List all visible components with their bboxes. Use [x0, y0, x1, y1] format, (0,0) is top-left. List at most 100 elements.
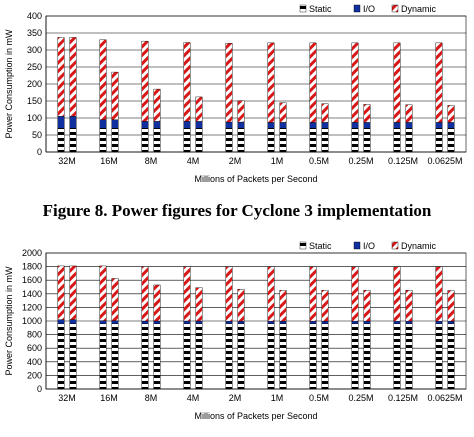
y-tick-label: 1400 [22, 289, 42, 299]
y-tick-label: 600 [27, 343, 42, 353]
bar-segment-io [393, 122, 401, 129]
bar-segment-static [57, 323, 65, 390]
bar-segment-dynamic [435, 266, 443, 322]
bar-segment-static [309, 323, 317, 390]
bar-segment-dynamic [309, 266, 317, 322]
bar-segment-io [183, 320, 191, 324]
legend-swatch-io [353, 4, 361, 13]
bar-segment-static [153, 127, 161, 153]
bar-segment-dynamic [267, 42, 275, 123]
bar-segment-io [153, 121, 161, 129]
bar-segment-io [225, 320, 233, 324]
bar-segment-static [111, 127, 119, 153]
bar-segment-io [405, 122, 413, 129]
bar-segment-static [111, 323, 119, 390]
x-tick-label: 0.5M [309, 156, 329, 166]
bar-segment-dynamic [393, 42, 401, 123]
bar-segment-dynamic [321, 103, 329, 123]
legend-label-static: Static [309, 4, 332, 14]
bar-segment-dynamic [237, 288, 245, 322]
bar-segment-dynamic [237, 100, 245, 123]
bar-segment-static [183, 323, 191, 390]
bar-segment-dynamic [351, 266, 359, 322]
bar-segment-static [363, 127, 371, 153]
x-axis-label: Millions of Packets per Second [194, 174, 317, 184]
x-tick-label: 8M [145, 393, 158, 403]
bar-segment-dynamic [69, 265, 77, 320]
x-tick-label: 2M [229, 393, 242, 403]
bar-segment-io [267, 122, 275, 129]
x-tick-label: 16M [100, 156, 118, 166]
x-tick-label: 0.25M [348, 393, 373, 403]
legend-label-static: Static [309, 241, 332, 251]
bar-segment-dynamic [153, 88, 161, 122]
legend-swatch-io [353, 241, 361, 250]
bar-segment-dynamic [447, 105, 455, 123]
bar-segment-static [351, 323, 359, 390]
bar-segment-static [405, 323, 413, 390]
bar-segment-io [237, 320, 245, 324]
bar-segment-io [363, 122, 371, 129]
bar-segment-io [99, 119, 107, 129]
bar-segment-io [111, 320, 119, 324]
bar-segment-dynamic [57, 37, 65, 117]
bar-segment-io [321, 122, 329, 129]
bar-segment-io [183, 121, 191, 129]
bar-segment-io [111, 119, 119, 129]
y-tick-label: 250 [27, 62, 42, 72]
bar-segment-io [195, 121, 203, 129]
x-tick-label: 4M [187, 156, 200, 166]
legend-swatch-dynamic [391, 4, 399, 13]
legend-label-dynamic: Dynamic [401, 241, 437, 251]
bar-segment-static [351, 127, 359, 153]
x-tick-label: 16M [100, 393, 118, 403]
bar-segment-static [393, 323, 401, 390]
y-tick-label: 350 [27, 28, 42, 38]
bar-segment-static [321, 127, 329, 153]
bar-segment-io [237, 121, 245, 129]
y-tick-label: 0 [37, 384, 42, 394]
bar-segment-io [279, 320, 287, 324]
y-tick-label: 0 [37, 147, 42, 157]
bar-segment-dynamic [183, 42, 191, 122]
bar-segment-dynamic [279, 289, 287, 322]
y-tick-label: 2000 [22, 248, 42, 258]
y-axis-label: Power Consumption in mW [4, 29, 14, 139]
bar-segment-static [279, 323, 287, 390]
bar-segment-dynamic [195, 287, 203, 322]
bar-segment-io [321, 320, 329, 324]
bar-segment-io [309, 320, 317, 324]
x-tick-label: 0.0625M [427, 393, 462, 403]
bar-segment-dynamic [69, 37, 77, 117]
bar-segment-io [393, 320, 401, 324]
bar-segment-static [57, 127, 65, 153]
bar-segment-static [279, 127, 287, 153]
bar-segment-io [195, 320, 203, 324]
bar-segment-static [267, 127, 275, 153]
bar-segment-dynamic [351, 42, 359, 123]
bar-segment-dynamic [405, 289, 413, 322]
bar-segment-io [279, 122, 287, 129]
bar-segment-io [141, 121, 149, 129]
bar-segment-dynamic [99, 39, 107, 120]
bar-segment-static [363, 323, 371, 390]
legend-swatch-static [299, 4, 307, 13]
bar-segment-static [225, 323, 233, 390]
plot-frame [45, 15, 467, 153]
bar-segment-io [435, 122, 443, 129]
bar-segment-io [351, 122, 359, 129]
x-tick-label: 0.5M [309, 393, 329, 403]
x-tick-label: 4M [187, 393, 200, 403]
bar-segment-dynamic [153, 284, 161, 322]
y-tick-label: 1200 [22, 302, 42, 312]
x-tick-label: 2M [229, 156, 242, 166]
bar-segment-static [435, 323, 443, 390]
legend-swatch-static [299, 241, 307, 250]
bar-segment-static [141, 127, 149, 153]
legend-label-io: I/O [363, 241, 375, 251]
bar-segment-static [237, 323, 245, 390]
bar-segment-io [57, 116, 65, 129]
bar-segment-io [405, 320, 413, 324]
bar-segment-dynamic [405, 104, 413, 123]
bar-segment-static [267, 323, 275, 390]
